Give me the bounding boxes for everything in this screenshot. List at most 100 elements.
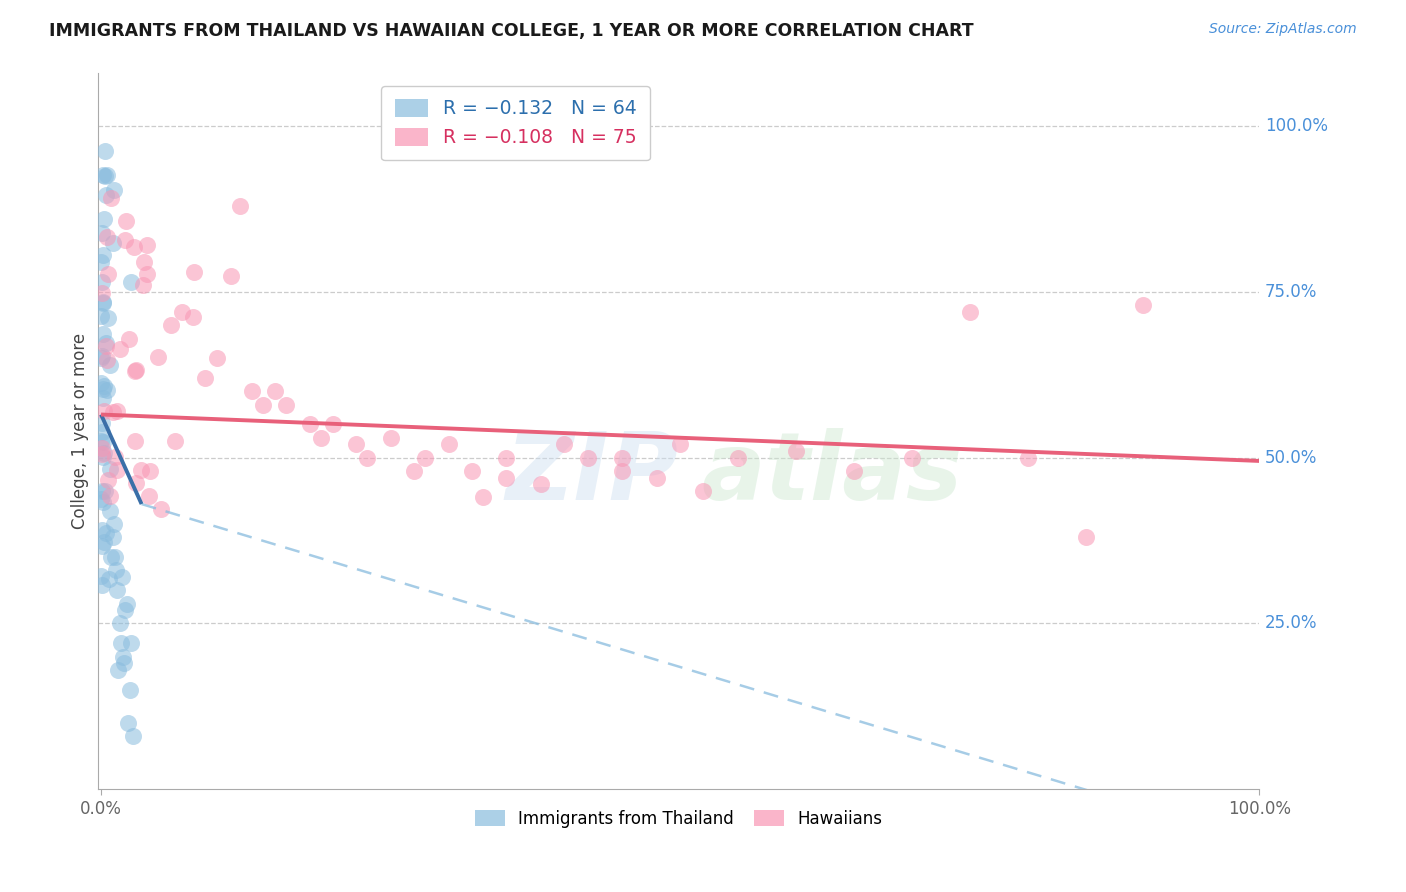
Text: 100.0%: 100.0% [1265, 117, 1329, 135]
Point [136, 238, 159, 252]
Text: ZIP: ZIP [506, 428, 679, 520]
Point [120, 275, 142, 289]
Point [495, 450, 517, 465]
Point [98, 462, 121, 476]
Point [132, 255, 155, 269]
Point [91, 441, 114, 455]
Point [959, 304, 981, 318]
Point [93, 326, 115, 341]
Point [91, 168, 114, 182]
Point [115, 213, 138, 227]
Point [612, 450, 634, 465]
Point [96, 169, 118, 183]
Point [96, 353, 118, 368]
Point [114, 603, 136, 617]
Point [380, 431, 402, 445]
Point [165, 434, 187, 448]
Text: Source: ZipAtlas.com: Source: ZipAtlas.com [1209, 22, 1357, 37]
Point [90, 569, 112, 583]
Point [91, 416, 114, 430]
Point [344, 437, 367, 451]
Point [263, 384, 285, 399]
Point [91, 392, 114, 406]
Point [612, 464, 634, 478]
Point [124, 364, 146, 378]
Point [122, 240, 145, 254]
Point [472, 491, 495, 505]
Text: IMMIGRANTS FROM THAILAND VS HAWAIIAN COLLEGE, 1 YEAR OR MORE CORRELATION CHART: IMMIGRANTS FROM THAILAND VS HAWAIIAN COL… [49, 22, 974, 40]
Point [103, 516, 125, 531]
Legend: Immigrants from Thailand, Hawaiians: Immigrants from Thailand, Hawaiians [468, 804, 889, 835]
Point [90, 483, 112, 498]
Text: 50.0%: 50.0% [1265, 449, 1317, 467]
Point [112, 657, 135, 671]
Point [90, 376, 112, 390]
Point [90, 492, 112, 507]
Point [117, 715, 139, 730]
Point [93, 211, 115, 226]
Point [108, 342, 131, 356]
Point [146, 350, 169, 364]
Point [1074, 530, 1097, 544]
Point [229, 199, 252, 213]
Point [101, 530, 124, 544]
Point [93, 379, 115, 393]
Point [101, 404, 124, 418]
Point [93, 144, 115, 158]
Point [110, 636, 132, 650]
Point [105, 563, 128, 577]
Point [96, 339, 118, 353]
Point [97, 573, 120, 587]
Point [437, 437, 460, 451]
Point [692, 483, 714, 498]
Point [105, 583, 128, 598]
Text: atlas: atlas [702, 428, 963, 520]
Point [97, 473, 120, 487]
Point [785, 444, 807, 458]
Point [138, 489, 160, 503]
Point [91, 447, 114, 461]
Point [91, 296, 114, 310]
Point [91, 294, 114, 309]
Point [842, 464, 865, 478]
Point [132, 278, 155, 293]
Text: 75.0%: 75.0% [1265, 283, 1317, 301]
Point [150, 502, 173, 516]
Point [240, 384, 263, 399]
Point [94, 336, 117, 351]
Y-axis label: College, 1 year or more: College, 1 year or more [72, 333, 89, 529]
Point [553, 437, 575, 451]
Point [97, 267, 120, 281]
Point [576, 450, 599, 465]
Point [460, 464, 482, 478]
Point [115, 597, 138, 611]
Point [91, 382, 114, 396]
Point [94, 188, 117, 202]
Point [183, 265, 205, 279]
Point [309, 431, 332, 445]
Point [129, 462, 152, 476]
Point [118, 682, 141, 697]
Point [93, 450, 115, 464]
Point [530, 477, 553, 491]
Point [159, 318, 181, 332]
Point [91, 226, 114, 240]
Point [120, 636, 142, 650]
Point [669, 437, 692, 451]
Point [172, 304, 194, 318]
Point [90, 434, 112, 449]
Point [322, 417, 344, 432]
Point [104, 550, 127, 565]
Point [90, 351, 112, 365]
Point [125, 476, 148, 491]
Point [112, 649, 135, 664]
Point [105, 404, 128, 418]
Point [93, 403, 115, 417]
Point [91, 285, 114, 300]
Point [205, 351, 228, 366]
Point [91, 434, 114, 449]
Point [125, 362, 148, 376]
Point [105, 463, 128, 477]
Point [181, 310, 204, 325]
Point [103, 183, 125, 197]
